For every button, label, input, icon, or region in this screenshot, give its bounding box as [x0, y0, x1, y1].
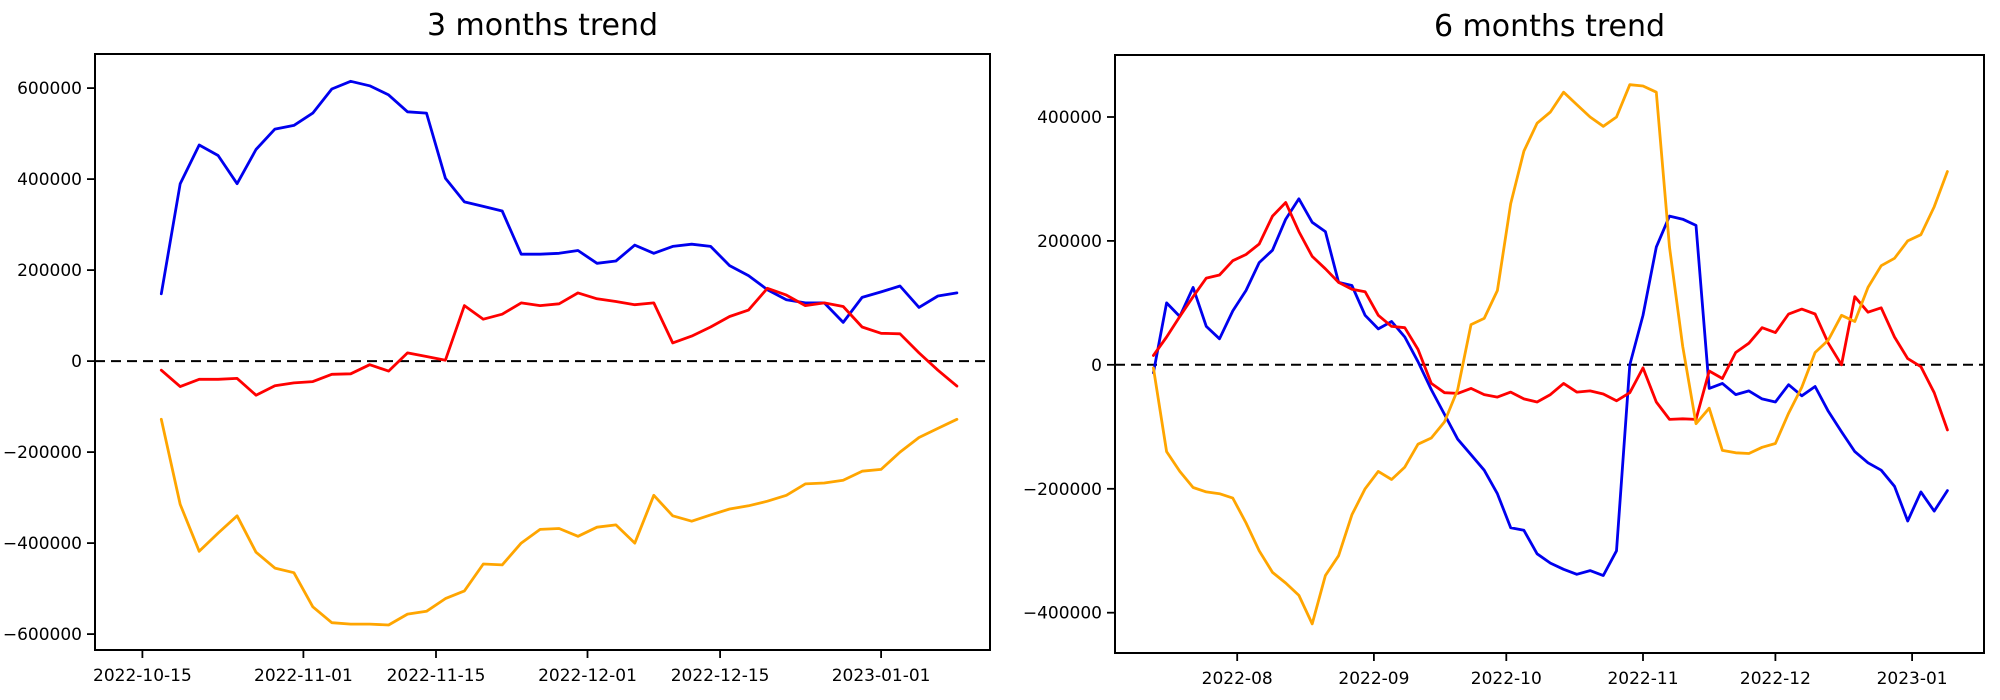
- y-tick-label: 400000: [17, 170, 82, 190]
- x-tick-label: 2022-11-01: [254, 666, 353, 686]
- y-tick-label: −400000: [3, 534, 82, 554]
- plot-border: [1114, 54, 1985, 654]
- series-blue: [1151, 197, 1949, 577]
- chart-title-3-months: 3 months trend: [426, 8, 659, 43]
- x-tick-label: 2022-10: [1471, 669, 1542, 689]
- y-tick-label: −400000: [1023, 604, 1102, 624]
- y-tick-label: 0: [71, 352, 82, 372]
- series-blue: [159, 79, 959, 324]
- x-tick-label: 2022-09: [1338, 669, 1409, 689]
- chart-canvas-6-months: 400000 200000 0 −200000 −400000 2022-08 2022-0…: [1023, 54, 1985, 689]
- x-tick-label: 2023-01: [1877, 669, 1948, 689]
- chart-6-months-trend: 6 months trend 400000 200000 0 −200000 −4000…: [1010, 0, 2000, 700]
- x-tick-label: 2022-10-15: [93, 666, 192, 686]
- x-tick-label: 2022-08: [1202, 669, 1273, 689]
- y-tick-label: 400000: [1037, 108, 1102, 128]
- series-red: [1151, 201, 1949, 432]
- plot-border: [94, 53, 991, 651]
- y-tick-label: 0: [1091, 356, 1102, 376]
- series-red: [159, 286, 959, 397]
- y-tick-label: 200000: [1037, 232, 1102, 252]
- series-orange: [1151, 83, 1949, 626]
- chart-title-6-months: 6 months trend: [1433, 9, 1666, 44]
- x-tick-label: 2022-11: [1607, 669, 1678, 689]
- y-tick-label: 200000: [17, 261, 82, 281]
- x-tick-label: 2022-12-15: [671, 666, 770, 686]
- x-tick-label: 2022-12-01: [538, 666, 637, 686]
- x-tick-label: 2022-12: [1740, 669, 1811, 689]
- chart-canvas-3-months: 600000 400000 200000 0 −200000 −400000 −600000…: [3, 53, 991, 686]
- chart-3-months-trend: 3 months trend 600000 400000 200000 0 −20000…: [3, 8, 991, 686]
- y-tick-label: −200000: [1023, 480, 1102, 500]
- y-tick-label: −200000: [3, 443, 82, 463]
- y-tick-label: −600000: [3, 625, 82, 645]
- x-tick-label: 2023-01-01: [832, 666, 931, 686]
- y-tick-label: 600000: [17, 79, 82, 99]
- series-orange: [159, 417, 959, 627]
- x-tick-label: 2022-11-15: [387, 666, 486, 686]
